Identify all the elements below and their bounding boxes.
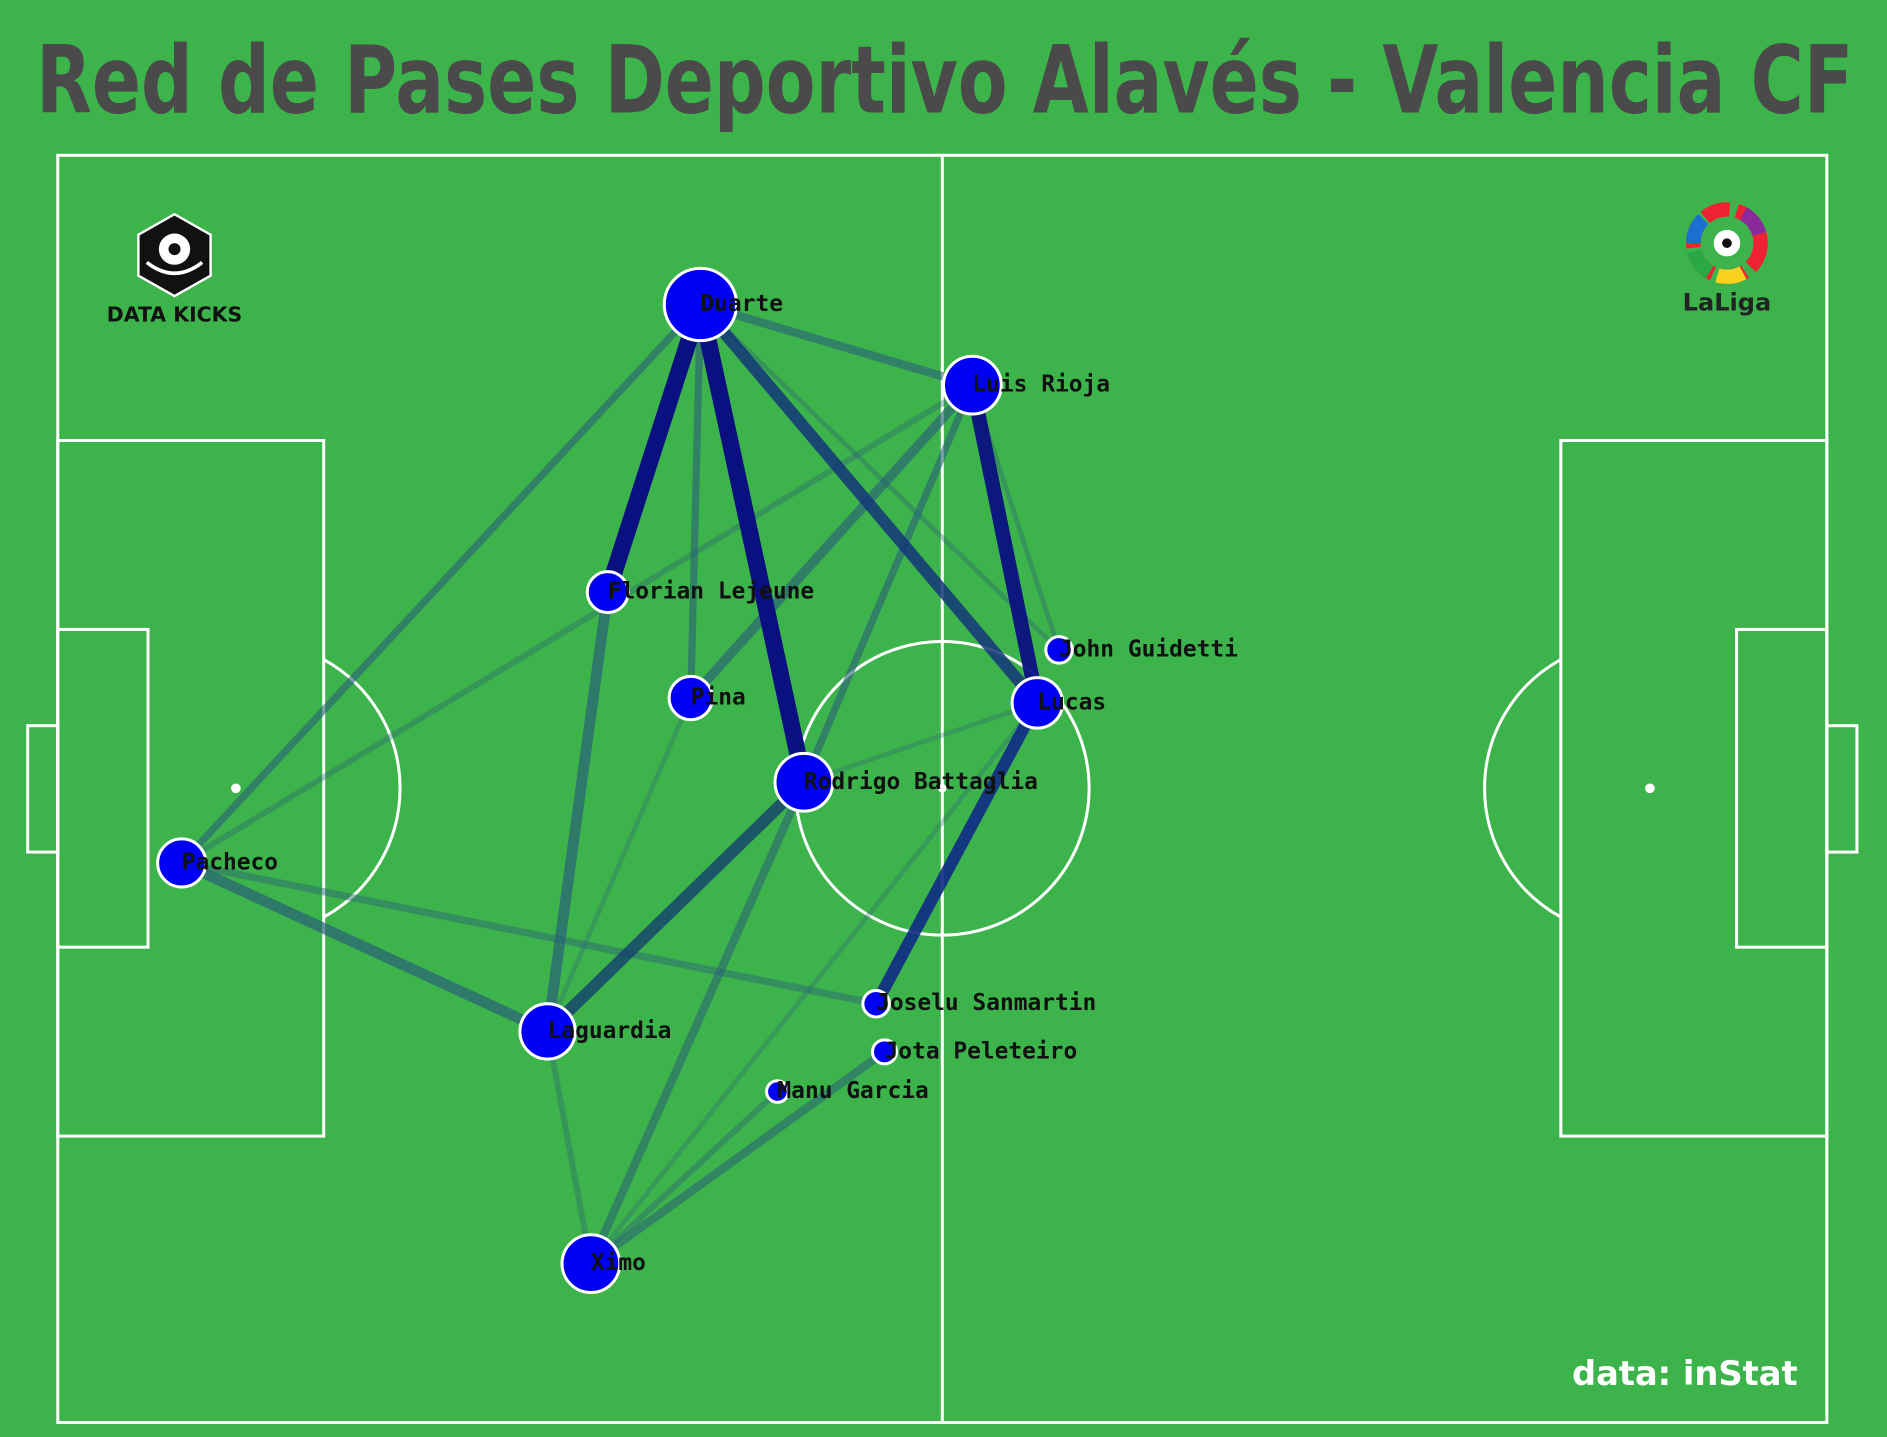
pass-edge xyxy=(695,300,1042,707)
player-label: Luis Rioja xyxy=(972,372,1110,398)
logo-data-kicks: DATA KICKS xyxy=(107,212,242,326)
nodes: Duarte Luis Rioja Florian Lejeune John Guid… xyxy=(156,266,1238,1295)
player-label: Pina xyxy=(691,685,746,711)
pass-edge xyxy=(803,700,1039,785)
pass-edge xyxy=(181,859,877,1008)
player-node xyxy=(861,988,891,1019)
source: data: inStat xyxy=(1572,1354,1798,1393)
player-node xyxy=(585,570,630,615)
pass-edge xyxy=(542,591,614,1033)
pass-edge xyxy=(179,302,704,866)
pass-edge xyxy=(588,1089,780,1266)
pass-edge xyxy=(543,777,809,1036)
player-node xyxy=(765,1079,790,1104)
pass-edge xyxy=(587,780,808,1266)
pass-edge xyxy=(965,383,1045,705)
edges xyxy=(179,300,1062,1268)
player-node xyxy=(870,1038,899,1066)
player-node xyxy=(941,354,1003,416)
player-label: Jota Peleteiro xyxy=(885,1038,1078,1064)
pass-edge xyxy=(800,383,976,784)
pass-edge xyxy=(588,1048,887,1268)
player-node xyxy=(156,837,208,889)
player-node xyxy=(1010,676,1065,730)
title: Red de Pases Deportivo Alavés - Valencia… xyxy=(36,27,1853,136)
player-label: John Guidetti xyxy=(1059,636,1238,662)
player-label: Laguardia xyxy=(548,1018,672,1044)
player-label: Florian Lejeune xyxy=(608,579,814,605)
player-label: Pacheco xyxy=(182,849,278,875)
player-node xyxy=(518,1002,577,1061)
player-label: Lucas xyxy=(1037,689,1106,715)
pass-edge xyxy=(692,302,813,785)
pass-edge xyxy=(687,381,976,702)
pass-edge xyxy=(545,697,693,1033)
logo-text: DATA KICKS xyxy=(107,302,242,326)
pass-edge xyxy=(179,857,550,1037)
player-label: Manu Garcia xyxy=(777,1078,928,1104)
logo-laliga: LaLiga xyxy=(1683,202,1772,316)
pass-edge xyxy=(687,304,705,699)
player-label: Joselu Sanmartin xyxy=(876,990,1096,1016)
pass-edge xyxy=(544,1030,594,1265)
pass-edge xyxy=(698,302,1061,652)
player-node xyxy=(667,674,714,722)
player-label: Duarte xyxy=(700,291,783,317)
logo-text: LaLiga xyxy=(1683,288,1772,316)
player-node xyxy=(773,751,835,813)
player-label: Ximo xyxy=(591,1250,646,1276)
pass-edge xyxy=(589,701,1040,1266)
pass-edge xyxy=(870,700,1043,1007)
player-node xyxy=(560,1233,622,1295)
pass-edge xyxy=(599,301,709,595)
player-node xyxy=(662,266,739,343)
player-label: Rodrigo Battaglia xyxy=(804,769,1038,795)
player-node xyxy=(1044,635,1074,665)
pass-edge xyxy=(699,300,974,390)
